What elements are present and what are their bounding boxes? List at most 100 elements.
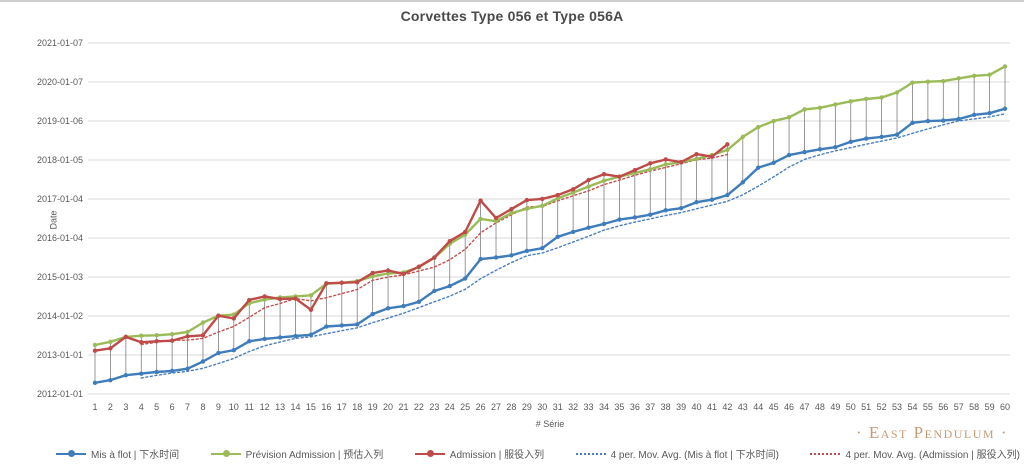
- data-point: [786, 115, 792, 120]
- data-point: [570, 190, 576, 195]
- x-tick-label: 12: [260, 402, 270, 412]
- data-point: [632, 215, 638, 220]
- data-point: [910, 120, 915, 126]
- data-point: [432, 288, 437, 294]
- data-point: [154, 369, 159, 375]
- data-point: [370, 270, 375, 276]
- data-point: [555, 192, 560, 198]
- data-point: [493, 218, 499, 224]
- data-point: [894, 132, 900, 137]
- x-tick-label: 55: [923, 402, 933, 412]
- data-point: [339, 280, 344, 285]
- legend-label: Admission | 服役入列: [449, 450, 545, 461]
- data-point: [802, 149, 807, 155]
- data-point: [848, 99, 853, 104]
- data-point: [200, 333, 206, 338]
- data-point: [586, 177, 591, 183]
- data-point: [277, 296, 283, 302]
- x-tick-label: 44: [753, 402, 763, 412]
- data-point: [694, 156, 699, 162]
- data-point: [92, 342, 98, 348]
- data-point: [971, 112, 977, 118]
- data-point: [324, 324, 329, 329]
- data-point: [247, 339, 252, 344]
- data-point: [786, 152, 792, 158]
- data-point: [524, 206, 530, 211]
- x-tick-label: 18: [352, 402, 362, 412]
- y-tick-label: 2016-01-04: [37, 233, 83, 243]
- y-tick-label: 2015-01-03: [37, 272, 83, 282]
- data-point: [493, 215, 499, 221]
- data-point: [169, 332, 175, 337]
- series-line-3: [140, 113, 1006, 379]
- data-point: [648, 212, 653, 217]
- data-point: [663, 157, 668, 162]
- x-tick-label: 30: [537, 402, 547, 412]
- x-tick-label: 43: [738, 402, 748, 412]
- data-point: [555, 234, 560, 240]
- data-point: [879, 134, 884, 140]
- x-tick-label: 10: [229, 402, 239, 412]
- data-point: [432, 255, 437, 260]
- data-point: [848, 139, 853, 144]
- data-point: [385, 306, 391, 311]
- y-tick-label: 2021-01-07: [37, 38, 83, 48]
- data-point: [509, 206, 514, 212]
- data-point: [987, 72, 992, 77]
- x-tick-label: 25: [460, 402, 470, 412]
- x-tick-label: 22: [414, 402, 424, 412]
- data-point: [833, 145, 838, 150]
- data-point: [462, 276, 468, 281]
- data-point: [401, 271, 406, 277]
- data-point: [756, 165, 761, 170]
- data-point: [925, 118, 931, 124]
- data-point: [771, 118, 776, 124]
- data-point: [709, 154, 715, 159]
- x-tick-label: 20: [383, 402, 393, 412]
- x-tick-label: 54: [907, 402, 917, 412]
- data-point: [648, 167, 653, 172]
- x-tick-label: 51: [861, 402, 871, 412]
- legend-marker-red-line-icon: [414, 449, 445, 458]
- x-tick-label: 17: [337, 402, 347, 412]
- data-point: [663, 208, 668, 213]
- data-point: [524, 197, 530, 203]
- x-tick-label: 40: [692, 402, 702, 412]
- x-tick-label: 5: [154, 402, 159, 412]
- data-point: [108, 346, 113, 351]
- x-tick-label: 57: [954, 402, 964, 412]
- data-point: [586, 225, 591, 230]
- series-line-2: [93, 143, 729, 352]
- y-tick-label: 2012-01-01: [37, 389, 83, 399]
- data-point: [941, 118, 946, 123]
- legend-marker-blue-dotted-icon: [575, 450, 606, 458]
- x-tick-label: 39: [676, 402, 686, 412]
- legend-label: Prévision Admission | 预估入列: [245, 450, 384, 461]
- data-point: [185, 334, 190, 339]
- data-point: [108, 339, 113, 344]
- data-point: [200, 359, 206, 364]
- data-point: [370, 274, 375, 279]
- x-tick-label: 58: [969, 402, 979, 412]
- data-point: [925, 79, 931, 84]
- data-point: [570, 229, 576, 235]
- data-point: [709, 197, 715, 202]
- data-point: [277, 335, 283, 340]
- data-point: [555, 196, 560, 201]
- data-point: [308, 332, 314, 337]
- data-point: [678, 205, 684, 211]
- x-tick-label: 19: [368, 402, 378, 412]
- data-point: [586, 184, 591, 189]
- data-point: [632, 168, 638, 173]
- data-point: [478, 256, 483, 262]
- data-point: [601, 171, 607, 177]
- data-point: [956, 76, 961, 81]
- data-point: [139, 371, 144, 376]
- data-point: [231, 348, 237, 353]
- data-point: [478, 216, 483, 222]
- chart-legend: Mis à flot | 下水时间 Prévision Admission | …: [56, 446, 1020, 461]
- x-tick-label: 29: [522, 402, 532, 412]
- data-point: [462, 229, 468, 235]
- y-tick-label: 2013-01-01: [37, 350, 83, 360]
